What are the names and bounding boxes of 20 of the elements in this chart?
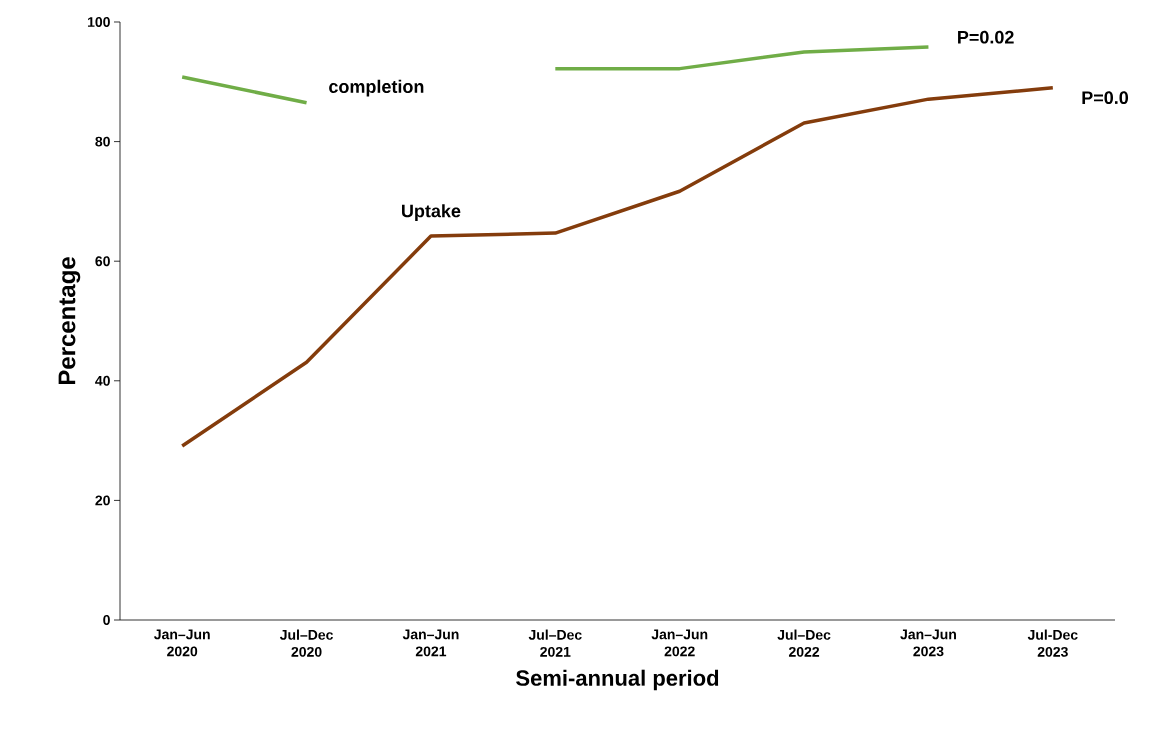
x-tick-label: Jul-Dec 2023 <box>1027 629 1078 657</box>
y-tick-label: 40 <box>95 375 110 386</box>
annotation: P=0.0 <box>1082 91 1129 105</box>
x-tick-label: Jan–Jun 2020 <box>154 629 210 657</box>
x-tick-label: Jan–Jun 2023 <box>900 629 956 657</box>
x-tick-label: Jul–Dec 2022 <box>777 629 831 657</box>
x-tick-label: Jul–Dec 2021 <box>528 629 582 657</box>
y-tick-label: 0 <box>103 615 110 625</box>
y-tick-label: 60 <box>95 256 110 267</box>
x-tick-label: Jan–Jun 2021 <box>402 629 459 657</box>
y-tick-label: 20 <box>95 495 110 506</box>
y-axis-title: Percentage <box>58 257 81 385</box>
series-label: Uptake <box>402 204 461 221</box>
y-tick-label: 100 <box>87 17 110 27</box>
series-label: completion <box>329 79 424 97</box>
x-tick-label: Jul–Dec 2020 <box>279 629 333 657</box>
x-axis-title: Semi-annual period <box>516 669 719 691</box>
annotation: P=0.02 <box>958 30 1014 44</box>
y-tick-label: 80 <box>95 136 110 147</box>
x-tick-label: Jan–Jun 2022 <box>651 629 708 657</box>
